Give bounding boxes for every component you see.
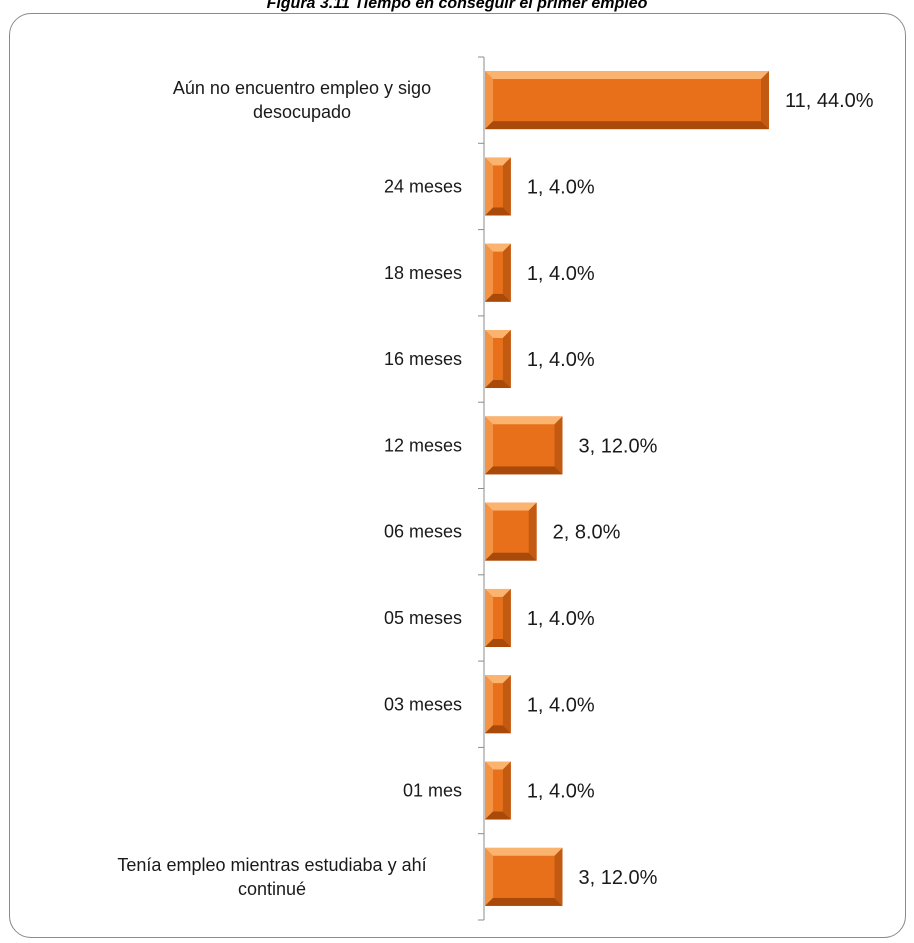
bar-bevel-top xyxy=(485,416,563,425)
data-label: 1, 4.0% xyxy=(527,176,595,198)
category-label: 12 meses xyxy=(384,435,462,455)
bar-bevel-bottom xyxy=(485,638,511,647)
category-label: 06 meses xyxy=(384,522,462,542)
bar-bevel-left xyxy=(485,675,493,734)
bar-bevel-left xyxy=(485,761,493,820)
bar-bevel-top xyxy=(485,502,537,511)
bar-bevel-right xyxy=(502,243,511,302)
bar-face xyxy=(493,683,503,726)
bar-bevel-bottom xyxy=(485,380,511,389)
bar-bevel-top xyxy=(485,71,769,80)
bar-bevel-left xyxy=(485,157,493,216)
category-label: 05 meses xyxy=(384,608,462,628)
bar-face xyxy=(493,510,529,553)
bar-face xyxy=(493,165,503,208)
bar-bevel-bottom xyxy=(485,121,769,130)
data-label: 1, 4.0% xyxy=(527,263,595,285)
chart-frame xyxy=(9,13,906,938)
data-label: 11, 44.0% xyxy=(785,90,874,112)
bar-bevel-right xyxy=(554,847,563,906)
category-label: Aún no encuentro empleo y sigo xyxy=(173,78,431,98)
bar-bevel-right xyxy=(502,761,511,820)
bar-bevel-right xyxy=(502,157,511,216)
bar-bevel-bottom xyxy=(485,725,511,734)
category-label: 24 meses xyxy=(384,176,462,196)
bar-face xyxy=(493,855,555,898)
bar-face xyxy=(493,251,503,294)
bar-bevel-right xyxy=(502,330,511,389)
bar-bevel-left xyxy=(485,330,493,389)
bar-bevel-right xyxy=(554,416,563,475)
data-label: 3, 12.0% xyxy=(578,435,657,457)
bar-face xyxy=(493,79,761,122)
bar-bevel-left xyxy=(485,588,493,647)
bar-bevel-top xyxy=(485,243,511,252)
data-label: 1, 4.0% xyxy=(527,349,595,371)
bar-bevel-left xyxy=(485,243,493,302)
bar-bevel-bottom xyxy=(485,207,511,216)
bar-bevel-top xyxy=(485,761,511,770)
data-label: 1, 4.0% xyxy=(527,608,595,630)
bar-bevel-left xyxy=(485,416,493,475)
bar-bevel-left xyxy=(485,71,493,130)
bar-face xyxy=(493,338,503,381)
bar-bevel-top xyxy=(485,847,563,856)
data-label: 1, 4.0% xyxy=(527,781,595,803)
category-label: 18 meses xyxy=(384,263,462,283)
category-label: 16 meses xyxy=(384,349,462,369)
bar-bevel-top xyxy=(485,157,511,166)
bar-bevel-bottom xyxy=(485,897,563,906)
data-label: 1, 4.0% xyxy=(527,694,595,716)
bar-bevel-right xyxy=(502,675,511,734)
figure-caption: Figura 3.11 Tiempo en conseguir el prime… xyxy=(266,0,648,12)
bar-bevel-bottom xyxy=(485,466,563,475)
category-label: Tenía empleo mientras estudiaba y ahí xyxy=(117,855,426,875)
bar-bevel-bottom xyxy=(485,552,537,561)
bar-bevel-top xyxy=(485,330,511,339)
category-label: 03 meses xyxy=(384,694,462,714)
bar-bevel-left xyxy=(485,502,493,561)
data-label: 3, 12.0% xyxy=(578,867,657,889)
bar-bevel-right xyxy=(528,502,537,561)
data-label: 2, 8.0% xyxy=(553,522,621,544)
bar-face xyxy=(493,424,555,467)
bar-bevel-bottom xyxy=(485,811,511,820)
bar-bevel-left xyxy=(485,847,493,906)
category-label: 01 mes xyxy=(403,781,462,801)
bar-bevel-top xyxy=(485,588,511,597)
category-label: desocupado xyxy=(253,102,351,122)
bar-bevel-top xyxy=(485,675,511,684)
bar-bevel-bottom xyxy=(485,293,511,302)
category-label: continué xyxy=(238,879,306,899)
bar-bevel-right xyxy=(761,71,769,130)
bar-face xyxy=(493,596,503,639)
bar-face xyxy=(493,769,503,812)
bar-bevel-right xyxy=(502,588,511,647)
